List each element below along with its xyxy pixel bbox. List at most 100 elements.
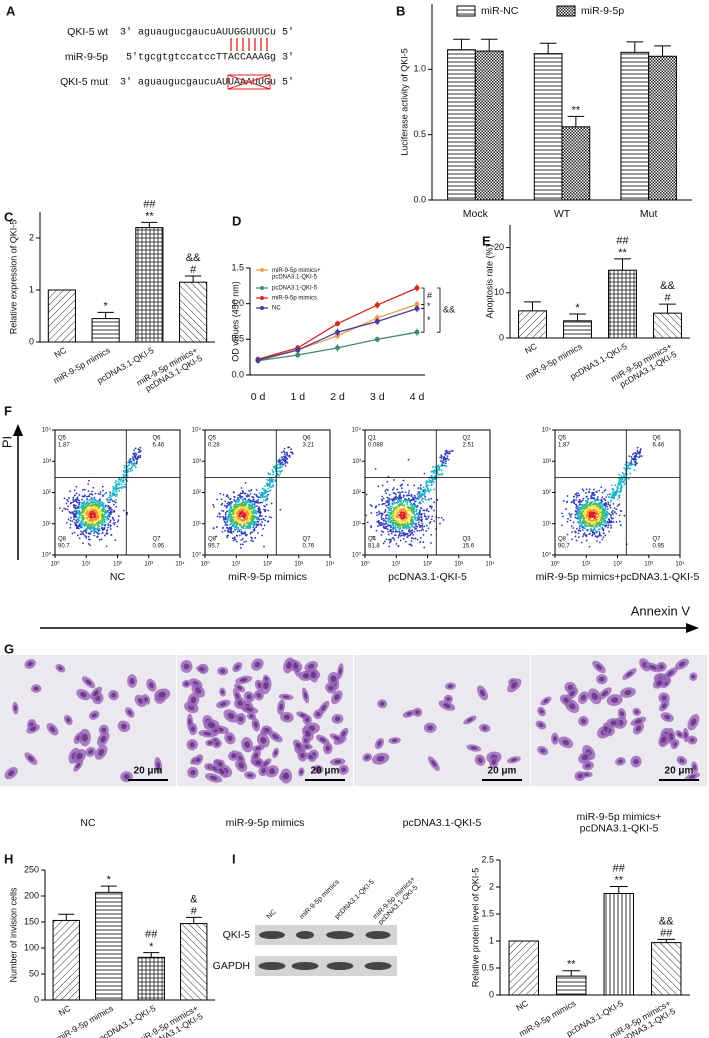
event-dot <box>89 544 92 547</box>
event-dot <box>238 534 241 537</box>
plot-frame <box>364 429 491 556</box>
event-dot <box>618 473 621 476</box>
event-dot <box>401 530 404 532</box>
event-dot <box>74 524 77 527</box>
event-dot <box>91 504 93 507</box>
event-dot <box>245 527 247 530</box>
event-dot <box>399 539 402 542</box>
event-dot <box>240 547 242 549</box>
event-dot <box>395 542 398 545</box>
y-tick-label: 100 <box>24 942 39 952</box>
event-dot <box>398 498 401 501</box>
text-line: pcDNA3.1-QKI-5 <box>580 822 659 834</box>
event-dot <box>72 504 75 507</box>
scale-bar-label: 20 μm <box>134 766 163 777</box>
event-dot <box>215 526 218 528</box>
event-dot <box>133 449 135 452</box>
event-dot <box>223 504 226 507</box>
event-dot <box>240 525 243 528</box>
event-dot <box>111 516 114 519</box>
event-dot <box>257 531 259 534</box>
event-dot <box>115 505 118 508</box>
cell-nucleus <box>238 762 245 769</box>
event-dot <box>439 522 441 525</box>
event-dot <box>90 527 93 530</box>
event-dot <box>591 534 593 537</box>
event-dot <box>413 494 416 497</box>
y-tick-label: 10³ <box>42 459 51 465</box>
event-dot <box>430 533 433 536</box>
y-tick-label: 10 <box>494 287 504 297</box>
blot-row-label: GAPDH <box>213 960 250 972</box>
cell-nucleus <box>231 753 237 759</box>
event-dot <box>106 517 109 520</box>
event-dot <box>271 469 274 471</box>
event-dot <box>598 531 601 533</box>
cell-nucleus <box>580 694 586 701</box>
event-dot <box>97 504 100 506</box>
event-dot <box>96 507 99 510</box>
scale-bar-label: 20 μm <box>665 766 694 777</box>
event-dot <box>426 508 429 511</box>
event-dot <box>113 523 116 526</box>
event-dot <box>117 515 120 517</box>
event-dot <box>416 538 419 541</box>
event-dot <box>410 493 413 496</box>
event-dot <box>423 525 426 528</box>
event-dot <box>84 504 87 507</box>
event-dot <box>126 469 129 472</box>
event-dot <box>600 486 603 489</box>
event-dot <box>272 471 275 474</box>
text-line: && <box>660 280 675 292</box>
event-dot <box>404 520 407 522</box>
event-dot <box>239 492 242 495</box>
blot-band <box>296 931 314 939</box>
event-dot <box>433 520 436 523</box>
event-dot <box>83 503 86 505</box>
event-dot <box>103 493 106 496</box>
event-dot <box>103 528 106 531</box>
cell-nucleus <box>269 768 276 775</box>
event-dot <box>405 527 408 530</box>
event-dot <box>119 480 122 482</box>
event-dot <box>75 485 78 488</box>
x-tick-label: 10⁴ <box>175 561 185 568</box>
quadrant-percent: 0.95 <box>653 544 665 550</box>
event-dot <box>410 495 413 497</box>
event-dot <box>572 521 575 524</box>
event-dot <box>120 483 123 486</box>
event-dot <box>250 521 253 524</box>
event-dot <box>264 510 266 512</box>
event-dot <box>129 458 132 460</box>
panel-label: E <box>482 233 491 248</box>
event-dot <box>590 505 593 508</box>
event-dot <box>404 526 407 528</box>
event-dot <box>105 530 108 532</box>
event-dot <box>103 520 106 522</box>
event-dot <box>613 495 616 498</box>
event-dot <box>425 480 428 483</box>
event-dot <box>264 515 267 518</box>
event-dot <box>600 521 603 524</box>
event-dot <box>390 519 393 522</box>
cell-nucleus <box>598 676 605 682</box>
event-dot <box>243 508 245 511</box>
significance-mark: && ## <box>659 915 674 939</box>
significance-mark: # <box>427 291 432 301</box>
event-dot <box>268 482 271 484</box>
event-dot <box>123 474 126 477</box>
plot-label: pcDNA3.1-QKI-5 <box>388 571 467 583</box>
event-dot <box>410 519 412 521</box>
event-dot <box>580 517 583 520</box>
y-tick-label: 1.0 <box>413 64 426 74</box>
event-dot <box>249 501 252 504</box>
event-dot <box>73 510 76 513</box>
y-tick-label: 10¹ <box>42 521 51 527</box>
event-dot <box>244 531 246 533</box>
event-dot <box>399 532 401 535</box>
event-dot <box>407 458 410 461</box>
event-dot <box>89 502 92 505</box>
event-dot <box>84 505 86 508</box>
event-dot <box>585 515 588 518</box>
event-dot <box>417 518 420 521</box>
